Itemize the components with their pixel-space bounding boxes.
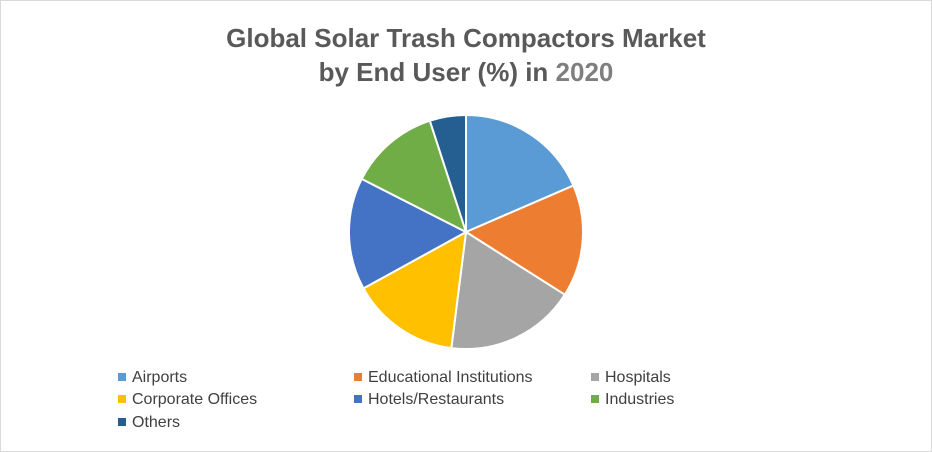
chart-title-prefix: by End User (%) in (318, 57, 549, 87)
legend-label: Corporate Offices (132, 391, 258, 408)
legend-item: Airports (118, 367, 187, 389)
legend-marker (118, 395, 126, 403)
pie-slice-airports (465, 113, 575, 234)
chart-title-year: 2020 (555, 57, 614, 87)
legend-marker (354, 395, 362, 403)
legend-label: Educational Institutions (368, 369, 533, 386)
legend-item: Industries (591, 389, 674, 411)
legend-label: Others (132, 414, 181, 431)
pie-slice-corporate-offices (362, 230, 468, 350)
pie-slice-educational-institutions (463, 184, 584, 297)
legend-label: Hotels/Restaurants (368, 391, 505, 408)
chart-title-line2: by End User (%) in 2020 (1, 55, 931, 89)
chart-title-line1: Global Solar Trash Compactors Market (226, 23, 706, 53)
legend-item: Educational Institutions (354, 367, 533, 389)
legend-item: Hospitals (591, 367, 671, 389)
legend-item: Corporate Offices (118, 389, 257, 411)
legend-marker (591, 395, 599, 403)
pie-slice-industries (360, 119, 468, 234)
legend-label: Airports (132, 369, 188, 386)
legend-item: Others (118, 412, 180, 434)
legend-marker (591, 373, 599, 381)
legend-label: Industries (605, 391, 675, 408)
legend-label: Hospitals (605, 369, 671, 386)
legend-marker (118, 418, 126, 426)
legend-item: Hotels/Restaurants (354, 389, 504, 411)
pie-slice-others (428, 113, 467, 233)
chart-title: Global Solar Trash Compactors Market by … (1, 21, 931, 89)
legend-marker (118, 373, 126, 381)
pie-slice-hospitals (450, 230, 567, 350)
pie-slice-hotels-restaurants (348, 177, 469, 290)
legend-marker (354, 373, 362, 381)
